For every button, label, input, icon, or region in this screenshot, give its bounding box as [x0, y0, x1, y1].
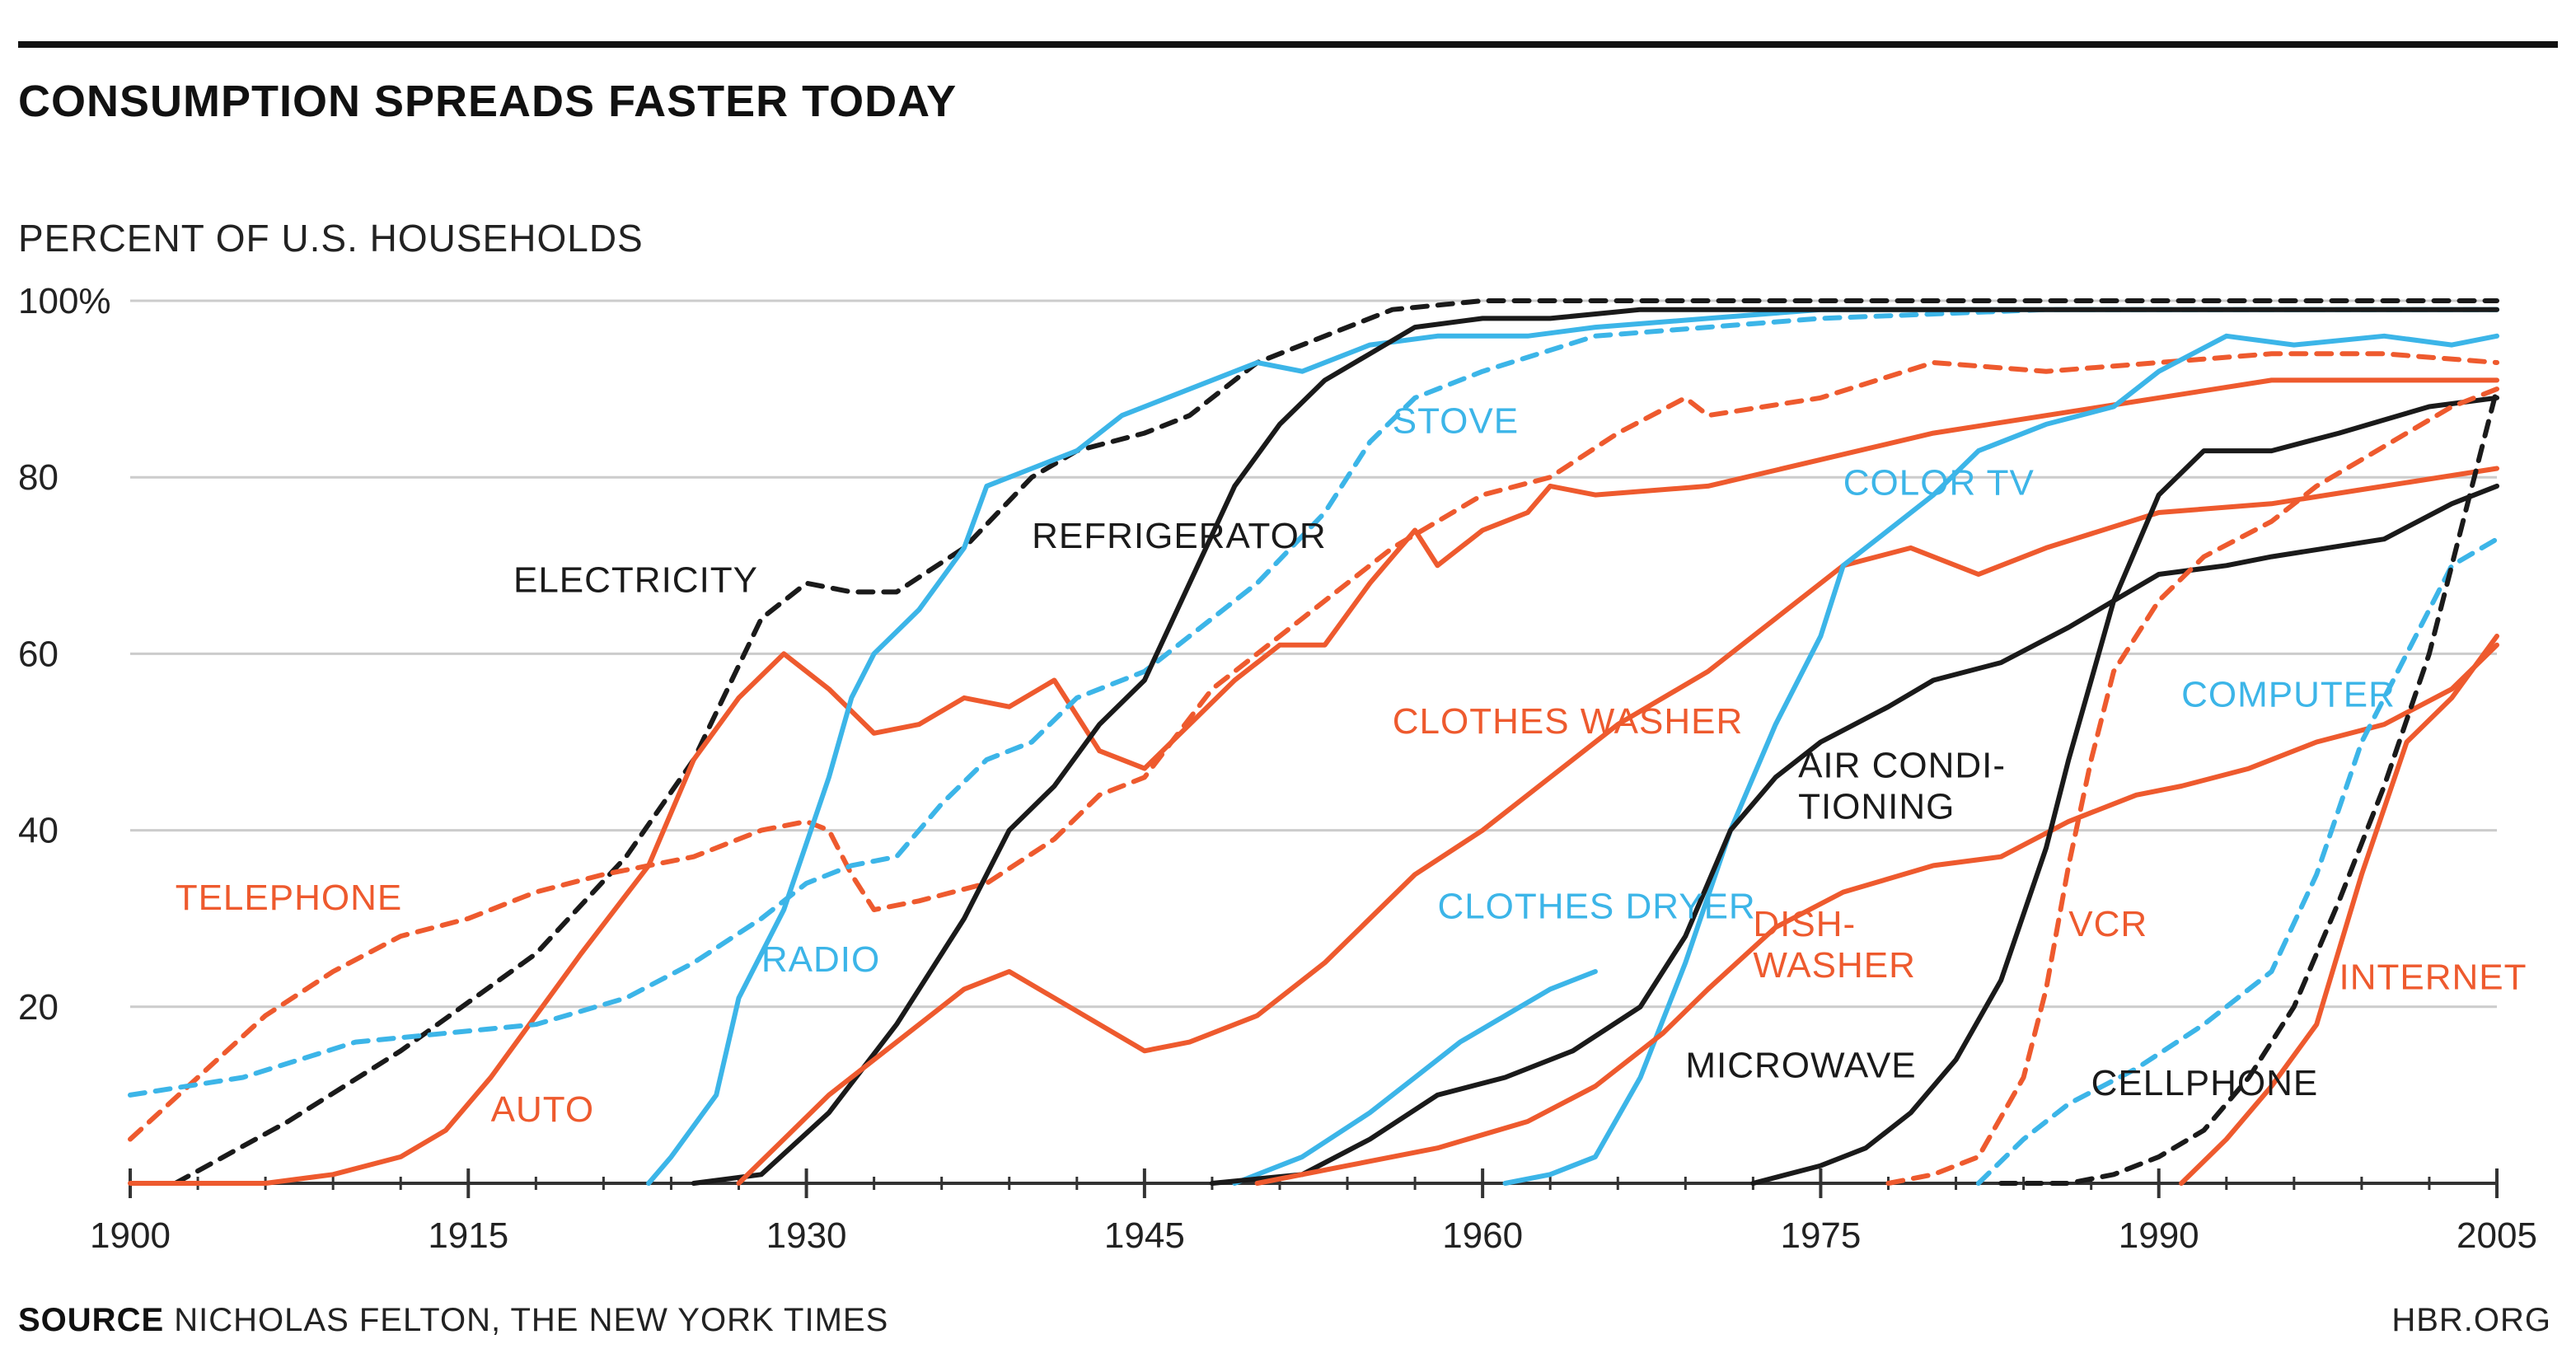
series-line-telephone [128, 351, 2499, 1142]
series-label-color-tv: COLOR TV [1843, 463, 2035, 503]
y-axis-label: PERCENT OF U.S. HOUSEHOLDS [18, 217, 644, 260]
series-line-computer [1975, 536, 2499, 1186]
series-label-telephone: TELEPHONE [176, 878, 403, 918]
series-line-internet [2179, 634, 2499, 1186]
source-note: SOURCE NICHOLAS FELTON, THE NEW YORK TIM… [18, 1302, 888, 1339]
publisher-credit: HBR.ORG [2391, 1302, 2551, 1338]
x-tick-label: 1930 [766, 1215, 847, 1256]
series-line-dishwasher [1254, 642, 2499, 1186]
x-tick-label: 1975 [1780, 1215, 1861, 1256]
source-text: NICHOLAS FELTON, THE NEW YORK TIMES [174, 1302, 889, 1338]
series-label-stove: STOVE [1393, 401, 1519, 442]
series-line-stove [128, 307, 2499, 1098]
x-tick-label: 1945 [1104, 1215, 1185, 1256]
series-label-clothes-washer: CLOTHES WASHER [1393, 701, 1744, 742]
series-line-clothes-dryer [1232, 969, 1598, 1186]
series-label-auto: AUTO [491, 1089, 594, 1130]
y-tick-label: 20 [18, 987, 59, 1028]
series-label-radio: RADIO [761, 939, 880, 980]
x-tick-label: 2005 [2457, 1215, 2537, 1256]
y-tick-label: 60 [18, 634, 59, 674]
gridlines [130, 299, 2497, 1009]
y-tick-label: 80 [18, 457, 59, 498]
series-label-vcr: VCR [2068, 904, 2147, 944]
series-label-refrigerator: REFRIGERATOR [1032, 516, 1327, 556]
series-line-electricity [172, 298, 2499, 1186]
series-line-vcr [1885, 386, 2499, 1186]
series-label-dishwasher: DISH-WASHER [1753, 904, 1916, 986]
series-lines [128, 298, 2499, 1186]
x-tick-label: 1900 [90, 1215, 171, 1256]
series-label-electricity: ELECTRICITY [513, 560, 758, 600]
series-labels: ELECTRICITY TELEPHONE AUTO RADIO STOVE REFRIG… [176, 401, 2527, 1130]
source-label: SOURCE [18, 1302, 165, 1338]
series-line-microwave [1750, 395, 2499, 1186]
series-line-color-tv [1502, 333, 2499, 1186]
top-rule [18, 41, 2558, 48]
series-label-cellphone: CELLPHONE [2091, 1063, 2319, 1103]
series-label-microwave: MICROWAVE [1685, 1045, 1916, 1085]
series-label-computer: COMPUTER [2181, 675, 2396, 715]
series-line-air-conditioning [1209, 483, 2499, 1186]
x-axis: 1900 1915 1930 1945 1960 1975 1990 2005 [90, 1168, 2537, 1256]
series-label-air-conditioning: AIR CONDI-TIONING [1798, 745, 2006, 826]
series-line-radio [646, 307, 2499, 1186]
x-tick-label: 1990 [2119, 1215, 2199, 1256]
x-tick-label: 1915 [428, 1215, 508, 1256]
y-tick-label: 40 [18, 811, 59, 851]
x-tick-label: 1960 [1442, 1215, 1523, 1256]
series-line-clothes-washer [736, 466, 2499, 1186]
series-label-internet: INTERNET [2339, 957, 2527, 997]
chart-title: CONSUMPTION SPREADS FASTER TODAY [18, 77, 958, 126]
series-label-clothes-dryer: CLOTHES DRYER [1437, 887, 1755, 927]
series-line-cellphone [1998, 386, 2499, 1186]
series-line-refrigerator [691, 307, 2499, 1186]
series-line-auto [128, 377, 2499, 1186]
y-tick-label: 100% [18, 281, 111, 321]
y-axis-ticks: 100% 80 60 40 20 [18, 281, 111, 1028]
